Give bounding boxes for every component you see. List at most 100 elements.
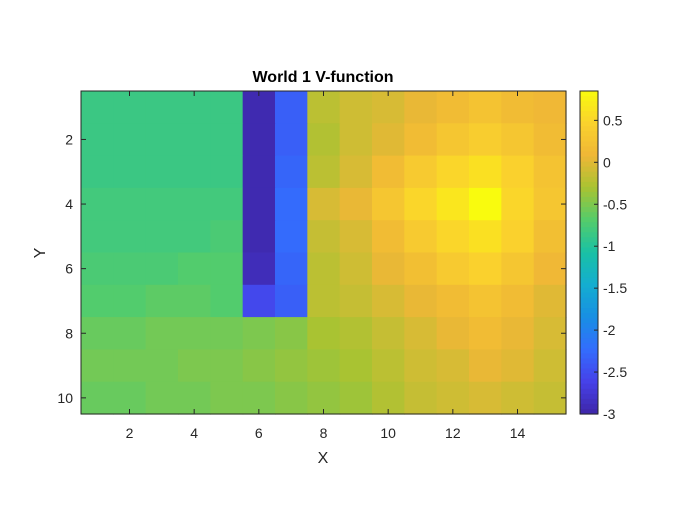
heatmap-cell [81,381,114,415]
heatmap-cell [275,123,308,157]
colorbar-tick-label: -2 [603,322,616,338]
heatmap-cell [372,349,405,383]
heatmap-cell [178,220,211,254]
colorbar-segment [580,126,598,132]
heatmap-cell [113,91,147,124]
heatmap-cell [81,317,114,350]
heatmap-cell [178,187,211,221]
heatmap-cell [339,187,373,221]
heatmap-cell [339,284,373,318]
heatmap-cell [113,155,147,189]
colorbar-segment [580,207,598,213]
colorbar-segment [580,368,598,375]
heatmap-cell [372,252,405,286]
heatmap-cell [307,317,341,350]
y-tick-label: 6 [65,261,73,277]
colorbar-tick-label: -1.5 [603,280,627,296]
heatmap-cell [81,252,114,286]
colorbar-segment [580,222,598,228]
x-tick-label: 8 [320,425,328,441]
heatmap-cell [113,187,147,221]
heatmap-cell [307,349,341,383]
heatmap-cell [307,252,341,286]
colorbar-segment [580,262,598,269]
colorbar-segment [580,308,598,314]
heatmap-cell [469,317,502,350]
heatmap-cell [501,91,535,124]
colorbar-segment [580,186,598,193]
colorbar-frame [579,90,599,415]
heatmap-cell [145,155,179,189]
heatmap-cell [469,349,502,383]
heatmap-cell [275,187,308,221]
colorbar-segment [580,196,598,203]
colorbar-segment [580,358,598,365]
x-tick-label: 4 [190,425,198,441]
colorbar-segment [580,242,598,249]
colorbar-segment [580,156,598,163]
chart-title: World 1 V-function [252,69,393,86]
heatmap-cell [210,91,244,124]
heatmap-cell [81,155,114,189]
heatmap-cell [372,220,405,254]
heatmap-cell [436,252,470,286]
colorbar-segment [580,91,598,97]
colorbar-segment [580,237,598,244]
y-tick-label: 4 [65,196,73,212]
colorbar-segment [580,333,598,339]
heatmap-cell [81,349,114,383]
x-tick-label: 12 [445,425,461,441]
heatmap-cell [469,284,502,318]
colorbar-segment [580,166,598,173]
heatmap-cell [339,155,373,189]
colorbar-segment [580,383,598,390]
heatmap-cell [533,220,567,254]
heatmap-cell [469,123,502,157]
x-axis: 2 4 6 8 10 12 14 [126,91,526,441]
colorbar-segment [580,323,598,329]
heatmap-cell [436,220,470,254]
heatmap-cell [113,220,147,254]
heatmap-cell [210,284,244,318]
colorbar-ticks: 0.5 0 -0.5 -1 -1.5 -2 -2.5 -3 [594,112,627,422]
heatmap-cell [242,91,276,124]
heatmap-cell [404,155,438,189]
heatmap-cell [145,187,179,221]
heatmap-cell [145,317,179,350]
colorbar-segment [580,292,598,299]
heatmap-cell [469,187,502,221]
heatmap-cell [307,220,341,254]
colorbar-tick-label: -1 [603,238,616,254]
heatmap-cell [307,123,341,157]
colorbar-segment [580,151,598,158]
y-tick-label: 10 [57,390,73,406]
heatmap-cell [113,123,147,157]
heatmap-cell [533,155,567,189]
heatmap-cell [210,187,244,221]
heatmap-cell [404,220,438,254]
heatmap-cell [242,123,276,157]
colorbar-segment [580,318,598,324]
heatmap-cell [339,349,373,383]
heatmap-cell [436,123,470,157]
heatmap-cell [275,252,308,286]
colorbar-segment [580,388,598,395]
heatmap-cell [469,91,502,124]
heatmap-cell [113,284,147,318]
heatmap-cell [533,284,567,318]
heatmap-cell [210,155,244,189]
colorbar-segment [580,176,598,183]
heatmap-cell [501,317,535,350]
colorbar-segment [580,217,598,223]
x-tick-label: 14 [510,425,526,441]
heatmap-cell [81,91,114,124]
heatmap-cell [178,123,211,157]
heatmap-cell [210,317,244,350]
colorbar-segment [580,393,598,400]
heatmap-cell [113,252,147,286]
heatmap-cell [436,317,470,350]
heatmap-cell [275,349,308,383]
y-tick-label: 2 [65,131,73,147]
heatmap-cell [307,91,341,124]
